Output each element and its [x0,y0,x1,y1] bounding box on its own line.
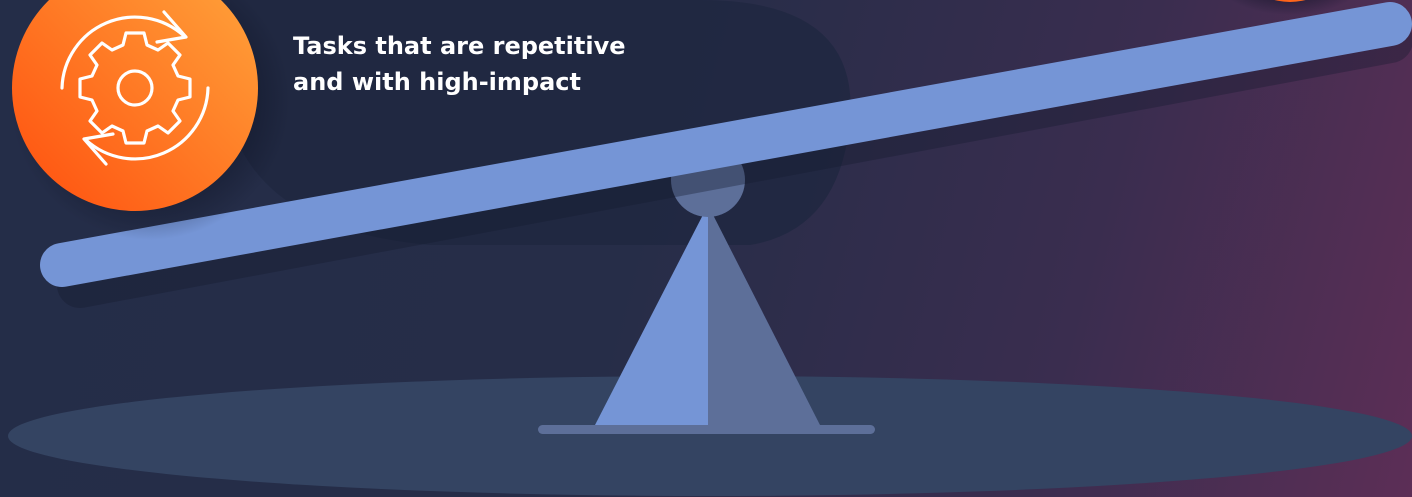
task-description: Tasks that are repetitive and with high-… [293,28,713,100]
caption-line-2: and with high-impact [293,68,581,96]
seesaw-beam [40,2,1412,287]
gear-with-circular-arrows-icon [60,10,210,166]
fulcrum-left-face [595,205,708,425]
caption-line-1: Tasks that are repetitive [293,32,626,60]
ground-ellipse [8,376,1412,496]
fulcrum-right-face [708,205,820,425]
right-badge [1274,0,1306,2]
right-badge-shadow [1229,0,1351,15]
fulcrum-base [538,425,875,434]
